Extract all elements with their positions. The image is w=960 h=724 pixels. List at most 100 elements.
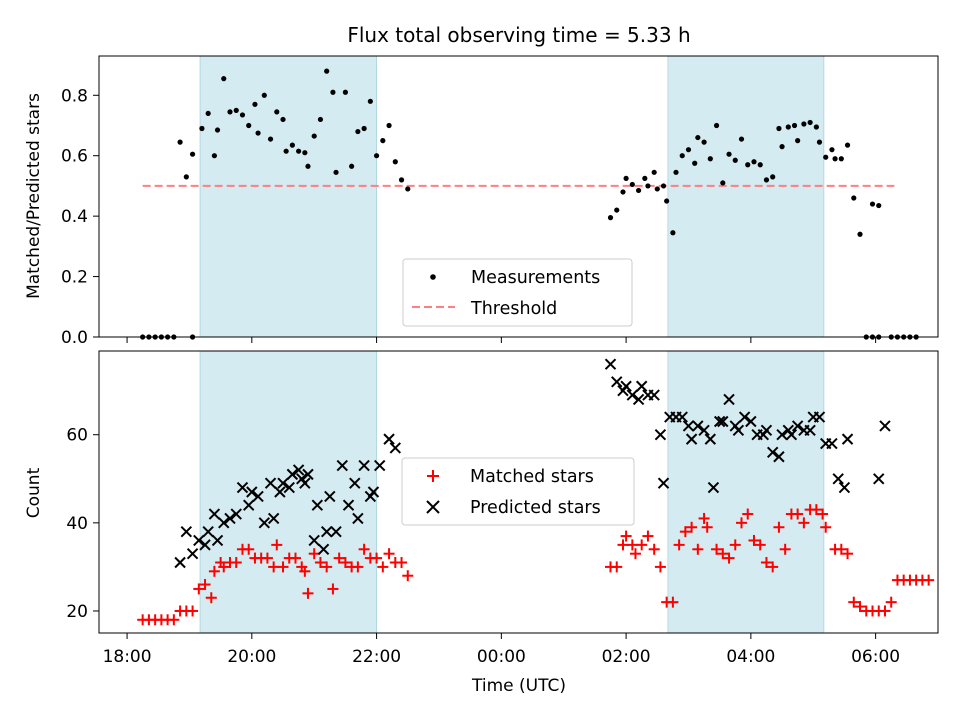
- predicted-star-point-b: [283, 481, 295, 494]
- measurement-point: [801, 121, 807, 127]
- matched-star-point: [339, 557, 351, 568]
- measurement-point: [302, 150, 308, 156]
- measurement-point: [380, 138, 386, 144]
- predicted-star-point-b: [692, 420, 704, 432]
- predicted-star-point: [283, 481, 295, 494]
- predicted-star-point: [760, 424, 773, 437]
- top-shaded-region-0: [199, 55, 377, 338]
- measurement-point: [614, 207, 620, 213]
- measurement-point: [701, 139, 707, 145]
- bottom-y-tick-label: 40: [66, 514, 88, 534]
- matched-star-point: [923, 574, 935, 586]
- predicted-star-point-b: [804, 424, 816, 437]
- matched-star-point: [692, 543, 704, 555]
- matched-star-point: [193, 583, 205, 595]
- bottom-x-tick-label: 20:00: [227, 647, 276, 667]
- measurement-point: [283, 148, 289, 154]
- matched-star-point: [626, 539, 638, 551]
- predicted-star-point-b: [358, 459, 370, 472]
- predicted-star-point: [879, 420, 891, 432]
- bottom-x-tick-label: 06:00: [851, 647, 900, 667]
- measurement-point: [844, 142, 851, 148]
- measurement-point: [757, 162, 763, 168]
- matched-star-point: [760, 557, 772, 568]
- matched-star-point: [617, 539, 629, 551]
- legend-threshold-label: Threshold: [470, 299, 557, 319]
- predicted-star-point-b: [243, 499, 255, 511]
- matched-star-point: [352, 561, 364, 573]
- predicted-star-point: [632, 393, 645, 406]
- predicted-star-point: [826, 437, 838, 450]
- predicted-star-point-b: [704, 433, 717, 445]
- predicted-star-point-b: [766, 446, 779, 459]
- matched-star-point: [679, 526, 691, 538]
- predicted-star-point: [224, 512, 236, 525]
- measurement-point: [355, 128, 361, 135]
- measurement-point: [726, 151, 732, 157]
- bottom-x-tick-label: 02:00: [602, 647, 651, 667]
- matched-star-point: [271, 539, 283, 551]
- measurement-point: [205, 110, 211, 117]
- matched-star-point: [754, 539, 766, 551]
- bottom-x-tick-label: 04:00: [726, 647, 775, 667]
- matched-star-point: [717, 548, 729, 560]
- predicted-star-point: [657, 477, 670, 489]
- predicted-star-point-b: [208, 508, 221, 520]
- predicted-star-point-b: [320, 525, 333, 538]
- predicted-star-point-b: [308, 534, 320, 547]
- measurement-point: [177, 139, 183, 145]
- measurement-point: [349, 163, 355, 169]
- predicted-star-point-b: [218, 517, 230, 529]
- predicted-star-point: [682, 420, 695, 432]
- matched-star-point: [820, 521, 832, 533]
- predicted-star-point-b: [286, 468, 299, 481]
- measurement-point: [654, 186, 660, 192]
- legend-predicted-label: Predicted stars: [470, 498, 601, 518]
- matched-star-point: [817, 508, 829, 520]
- predicted-star-point-b: [264, 477, 277, 489]
- measurement-point: [745, 162, 751, 168]
- measurement-point: [239, 112, 246, 118]
- predicted-star-point: [704, 433, 717, 445]
- predicted-stars-series: [174, 358, 891, 569]
- predicted-star-point-b: [330, 525, 342, 538]
- predicted-star-point: [832, 473, 844, 485]
- predicted-star-point: [308, 534, 320, 547]
- measurement-point: [620, 189, 626, 195]
- measurement-point: [876, 202, 882, 209]
- measurement-point: [785, 124, 791, 130]
- matched-star-point: [885, 596, 897, 608]
- predicted-star-point-b: [717, 415, 729, 428]
- predicted-star-point-b: [604, 358, 617, 370]
- predicted-star-point: [349, 477, 361, 489]
- measurement-point: [233, 107, 239, 113]
- measurement-point: [261, 92, 267, 98]
- matched-star-point: [314, 557, 326, 568]
- bottom-y-axis-label: Count: [24, 467, 44, 518]
- predicted-star-point-b: [873, 473, 885, 485]
- predicted-star-point: [738, 411, 751, 423]
- matched-star-point: [648, 543, 660, 555]
- predicted-star-point-b: [317, 543, 330, 555]
- predicted-star-point: [389, 442, 402, 454]
- measurement-point: [311, 133, 317, 139]
- predicted-star-point: [766, 446, 779, 459]
- measurement-point: [645, 183, 651, 189]
- predicted-star-point: [320, 525, 333, 538]
- measurement-point: [713, 122, 720, 129]
- measurement-point: [651, 169, 657, 175]
- measurement-point: [274, 109, 280, 115]
- measurement-point: [342, 89, 348, 95]
- predicted-star-point-b: [698, 424, 710, 437]
- matched-star-point: [396, 557, 408, 568]
- predicted-star-point: [626, 389, 639, 401]
- measurement-point: [807, 119, 813, 126]
- matched-star-point: [654, 561, 666, 573]
- matched-star-point: [642, 530, 654, 542]
- top-y-axis-label: Matched/Predicted stars: [24, 93, 44, 299]
- predicted-star-point: [785, 429, 798, 441]
- measurement-point: [816, 139, 823, 145]
- predicted-star-point: [873, 473, 885, 485]
- predicted-star-point: [648, 389, 660, 401]
- measurement-point: [405, 186, 411, 192]
